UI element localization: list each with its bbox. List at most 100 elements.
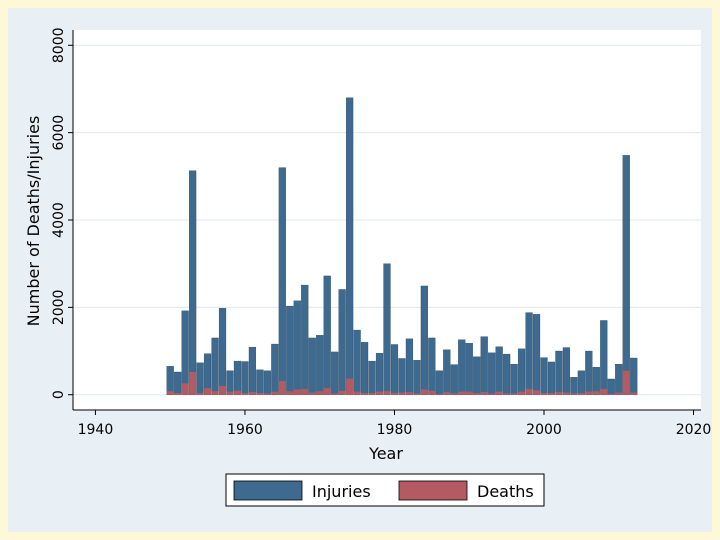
x-tick-label: 2000 xyxy=(526,422,562,438)
y-tick-label: 8000 xyxy=(51,27,67,63)
bar-injuries xyxy=(517,348,526,395)
bar-injuries xyxy=(510,363,518,395)
bar-injuries xyxy=(368,360,376,395)
bar-injuries xyxy=(353,329,361,395)
bar-deaths xyxy=(278,381,286,395)
bar-deaths xyxy=(600,389,608,395)
bar-injuries xyxy=(555,350,563,395)
bars-group xyxy=(166,97,638,395)
x-tick-label: 2020 xyxy=(676,422,712,438)
bar-deaths xyxy=(458,391,466,395)
bar-injuries xyxy=(577,370,585,395)
bar-deaths xyxy=(428,390,436,395)
bar-injuries xyxy=(375,353,384,395)
bar-injuries xyxy=(458,339,466,395)
bar-deaths xyxy=(622,370,630,395)
bar-injuries xyxy=(435,370,443,395)
bar-deaths xyxy=(465,391,473,395)
bar-injuries xyxy=(390,344,399,395)
bar-injuries xyxy=(278,167,286,395)
bar-deaths xyxy=(308,392,316,395)
bar-deaths xyxy=(607,393,615,395)
bar-injuries xyxy=(540,357,548,395)
y-tick-label: 4000 xyxy=(51,202,67,238)
bar-injuries xyxy=(615,363,623,395)
bar-deaths xyxy=(181,383,189,395)
bar-deaths xyxy=(196,392,204,395)
bar-deaths xyxy=(353,391,361,395)
bar-injuries xyxy=(532,314,541,395)
bar-injuries xyxy=(630,357,638,395)
bar-deaths xyxy=(435,394,443,395)
x-tick-label: 1940 xyxy=(78,422,114,438)
y-tick-label: 0 xyxy=(51,390,67,399)
bar-injuries xyxy=(450,364,458,395)
bar-deaths xyxy=(548,392,555,395)
bar-deaths xyxy=(293,389,301,395)
x-axis-label: Year xyxy=(368,444,403,463)
bar-injuries xyxy=(360,342,369,395)
bar-deaths xyxy=(361,392,369,395)
bar-deaths xyxy=(166,391,174,395)
bar-deaths xyxy=(174,392,182,395)
bar-deaths xyxy=(286,391,294,395)
bar-injuries xyxy=(562,347,571,395)
bar-injuries xyxy=(443,349,451,395)
bar-injuries xyxy=(263,370,271,395)
bar-injuries xyxy=(398,358,406,395)
bar-deaths xyxy=(540,392,548,395)
bar-injuries xyxy=(256,369,264,395)
bar-injuries xyxy=(233,360,242,395)
bar-injuries xyxy=(547,361,556,395)
bar-deaths xyxy=(338,390,346,395)
bar-injuries xyxy=(405,338,414,395)
bar-injuries xyxy=(525,312,533,395)
x-tick-label: 1960 xyxy=(227,422,263,438)
bar-deaths xyxy=(226,391,234,395)
x-tick-label: 1980 xyxy=(377,422,413,438)
bar-injuries xyxy=(346,97,354,395)
legend-swatch-deaths xyxy=(398,480,468,501)
bar-deaths xyxy=(518,391,526,395)
y-tick-label: 2000 xyxy=(51,290,67,326)
y-tick-label: 6000 xyxy=(51,115,67,151)
bar-deaths xyxy=(480,392,488,395)
bar-deaths xyxy=(398,392,406,395)
bar-deaths xyxy=(420,389,428,395)
bar-deaths xyxy=(301,389,309,395)
bar-deaths xyxy=(346,378,354,395)
bar-deaths xyxy=(510,393,518,395)
bar-deaths xyxy=(450,393,458,395)
bar-injuries xyxy=(203,353,212,395)
bar-deaths xyxy=(413,393,421,395)
bar-deaths xyxy=(570,393,578,395)
bar-deaths xyxy=(405,392,413,395)
bar-injuries xyxy=(308,337,316,395)
bar-deaths xyxy=(503,393,511,395)
bar-injuries xyxy=(413,360,421,395)
bar-injuries xyxy=(338,289,346,395)
bar-injuries xyxy=(166,366,174,395)
bar-injuries xyxy=(196,362,204,395)
bar-deaths xyxy=(577,392,585,395)
bar-injuries xyxy=(607,378,615,395)
bar-deaths xyxy=(256,392,264,395)
bar-injuries xyxy=(301,284,309,395)
bar-deaths xyxy=(241,392,249,395)
bar-deaths xyxy=(234,390,241,395)
bar-injuries xyxy=(420,285,428,395)
bar-injuries xyxy=(226,370,234,395)
bar-injuries xyxy=(181,310,189,395)
bar-injuries xyxy=(293,300,301,395)
bar-injuries xyxy=(331,351,339,395)
bar-injuries xyxy=(488,352,496,395)
bar-deaths xyxy=(592,391,600,395)
bar-injuries xyxy=(383,263,391,395)
bar-deaths xyxy=(488,393,496,395)
bar-deaths xyxy=(263,393,271,395)
bar-deaths xyxy=(495,391,503,395)
bar-deaths xyxy=(376,391,383,395)
bar-deaths xyxy=(473,392,481,395)
bar-injuries xyxy=(241,361,249,395)
